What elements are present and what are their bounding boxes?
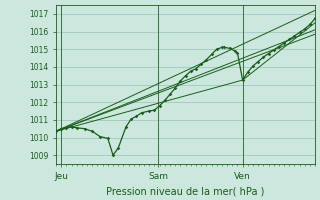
X-axis label: Pression niveau de la mer( hPa ): Pression niveau de la mer( hPa ) xyxy=(107,186,265,196)
